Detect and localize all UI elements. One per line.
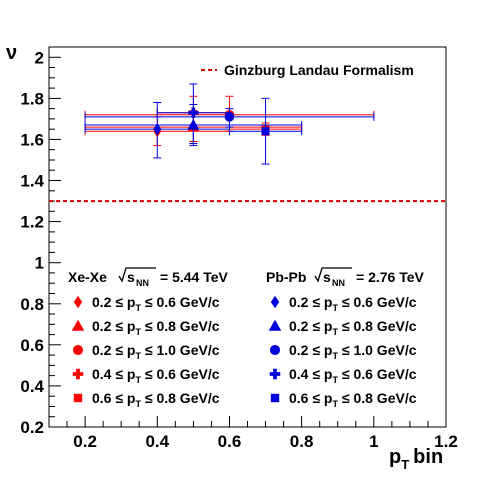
legend-entry-xe-xe-4: 0.6 ≤ pT ≤ 0.8 GeV/c	[73, 390, 220, 409]
x-tick-labels: 0.2 0.4 0.6 0.8 1 1.2	[73, 432, 458, 451]
legend-entry-label: 0.2 ≤ pT ≤ 0.8 GeV/c	[289, 318, 417, 337]
y-tick-labels: 0.2 0.4 0.6 0.8 1 1.2 1.4 1.6 1.8 2	[20, 48, 44, 437]
cross-marker	[188, 107, 199, 118]
y-tick-label: 1	[35, 254, 44, 273]
legend-header-xexe: Xe-Xe s NN = 5.44 TeV	[68, 267, 229, 288]
x-tick-label: 0.2	[73, 432, 97, 451]
legend-cross-marker	[269, 368, 281, 380]
y-tick-label: 1.6	[20, 130, 44, 149]
circle-marker	[224, 112, 235, 122]
data-points	[84, 83, 375, 165]
y-axis-title: ν	[6, 42, 17, 64]
x-tick-label: 1	[369, 432, 378, 451]
diamond-marker	[153, 123, 162, 136]
legend-entry-label: 0.2 ≤ pT ≤ 0.8 GeV/c	[92, 318, 220, 337]
legend-entry-label: 0.2 ≤ pT ≤ 0.6 GeV/c	[92, 294, 220, 313]
x-tick-label: 0.6	[218, 432, 242, 451]
legend-entry-pb-pb-0: 0.2 ≤ pT ≤ 0.6 GeV/c	[270, 294, 417, 313]
axis-ticks	[48, 46, 447, 428]
legend-square-marker	[73, 393, 83, 403]
svg-text:= 2.76 TeV: = 2.76 TeV	[356, 269, 425, 285]
svg-text:= 5.44 TeV: = 5.44 TeV	[160, 269, 229, 285]
legend-entry-label: 0.2 ≤ pT ≤ 1.0 GeV/c	[289, 342, 417, 361]
y-tick-label: 1.8	[20, 89, 44, 108]
y-tick-label: 1.2	[20, 213, 44, 232]
x-axis-title: pT bin	[389, 446, 443, 472]
legend-diamond-marker	[270, 295, 280, 309]
legend-entry-label: 0.2 ≤ pT ≤ 0.6 GeV/c	[289, 294, 417, 313]
legend-entry-label: 0.4 ≤ pT ≤ 0.6 GeV/c	[92, 366, 220, 385]
legend: 0.2 ≤ pT ≤ 0.6 GeV/c 0.2 ≤ pT ≤ 0.8 GeV/c…	[71, 294, 417, 409]
legend-entry-label: 0.6 ≤ pT ≤ 0.8 GeV/c	[92, 390, 220, 409]
legend-entry-pb-pb-3: 0.4 ≤ pT ≤ 0.6 GeV/c	[269, 366, 417, 385]
legend-entry-xe-xe-2: 0.2 ≤ pT ≤ 1.0 GeV/c	[72, 342, 220, 361]
legend-cross-marker	[72, 368, 84, 380]
svg-text:NN: NN	[332, 278, 345, 288]
svg-text:s: s	[127, 269, 135, 285]
legend-entry-label: 0.2 ≤ pT ≤ 1.0 GeV/c	[92, 342, 220, 361]
svg-text:NN: NN	[136, 278, 149, 288]
legend-entry-pb-pb-4: 0.6 ≤ pT ≤ 0.8 GeV/c	[270, 390, 417, 409]
legend-circle-marker	[72, 344, 84, 356]
legend-triangle-marker	[71, 319, 85, 331]
svg-text:Xe-Xe: Xe-Xe	[68, 269, 107, 285]
svg-text:Pb-Pb: Pb-Pb	[266, 269, 306, 285]
legend-triangle-marker	[268, 319, 282, 331]
legend-entry-xe-xe-0: 0.2 ≤ pT ≤ 0.6 GeV/c	[73, 294, 220, 313]
legend-entry-xe-xe-1: 0.2 ≤ pT ≤ 0.8 GeV/c	[71, 318, 220, 337]
y-tick-label: 0.4	[20, 377, 44, 396]
y-tick-label: 0.8	[20, 295, 44, 314]
legend-header-pbpb: Pb-Pb s NN = 2.76 TeV	[266, 267, 425, 288]
legend-entry-pb-pb-2: 0.2 ≤ pT ≤ 1.0 GeV/c	[269, 342, 417, 361]
y-tick-label: 1.4	[20, 172, 44, 191]
reference-legend-label: Ginzburg Landau Formalism	[224, 62, 414, 78]
y-tick-label: 0.6	[20, 336, 44, 355]
legend-entry-label: 0.4 ≤ pT ≤ 0.6 GeV/c	[289, 366, 417, 385]
series-point-8	[156, 83, 230, 145]
series-point-9	[228, 97, 303, 165]
x-tick-label: 0.8	[290, 432, 314, 451]
x-tick-label: 1.2	[434, 432, 458, 451]
x-tick-label: 0.4	[145, 432, 169, 451]
legend-entry-label: 0.6 ≤ pT ≤ 0.8 GeV/c	[289, 390, 417, 409]
legend-diamond-marker	[73, 295, 83, 309]
legend-square-marker	[270, 393, 280, 403]
legend-entry-pb-pb-1: 0.2 ≤ pT ≤ 0.8 GeV/c	[268, 318, 417, 337]
legend-circle-marker	[269, 344, 281, 356]
square-marker	[261, 127, 270, 136]
y-tick-label: 0.2	[20, 418, 44, 437]
legend-entry-xe-xe-3: 0.4 ≤ pT ≤ 0.6 GeV/c	[72, 366, 220, 385]
svg-text:s: s	[323, 269, 331, 285]
y-tick-label: 2	[35, 48, 44, 67]
